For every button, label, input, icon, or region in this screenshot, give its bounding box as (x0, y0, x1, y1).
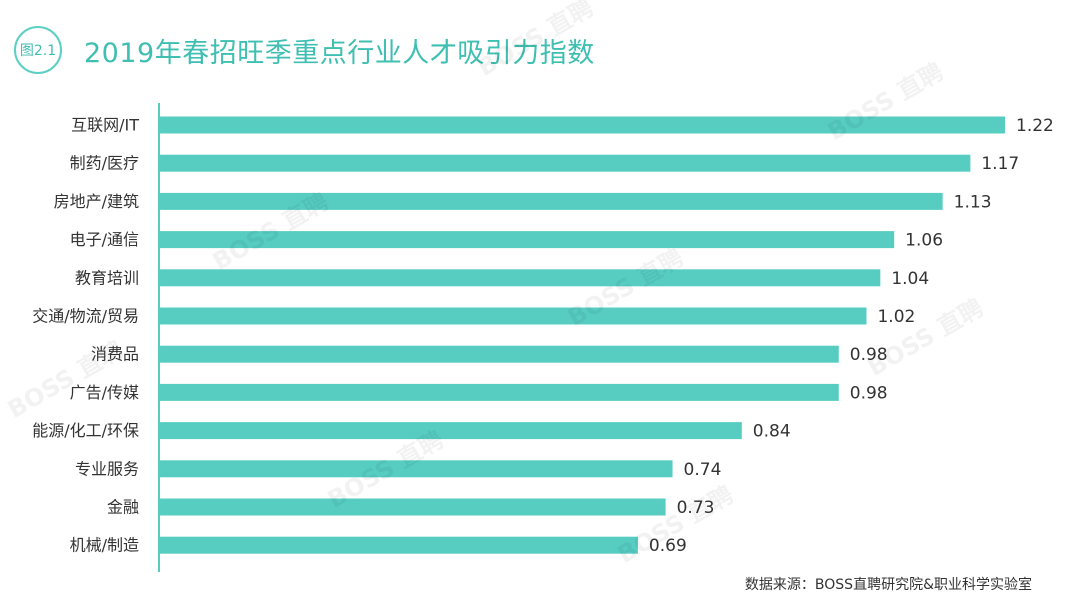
value-label: 0.69 (649, 536, 687, 556)
category-label: 互联网/IT (71, 116, 139, 135)
value-label: 0.98 (850, 383, 888, 403)
bar (160, 154, 971, 172)
bar (160, 116, 1005, 134)
category-label: 能源/化工/环保 (32, 421, 139, 440)
data-source-note: 数据来源：BOSS直聘研究院&职业科学实验室 (744, 577, 1032, 593)
value-label: 1.17 (981, 154, 1019, 174)
category-label: 房地产/建筑 (54, 192, 139, 211)
bar (160, 269, 881, 287)
bar (160, 383, 839, 401)
bar (160, 498, 666, 516)
bar (160, 460, 673, 478)
value-label: 1.22 (1016, 116, 1054, 136)
value-label: 1.06 (905, 231, 943, 251)
value-label: 0.84 (753, 422, 791, 442)
category-label: 交通/物流/贸易 (32, 307, 139, 326)
value-label: 1.02 (877, 307, 915, 327)
value-label: 1.04 (891, 269, 929, 289)
category-label: 消费品 (91, 345, 139, 364)
category-label: 广告/传媒 (70, 383, 139, 402)
value-label: 0.98 (850, 345, 888, 365)
chart-header: 图2.1 2019年春招旺季重点行业人才吸引力指数 (14, 22, 595, 78)
value-label: 1.13 (954, 192, 992, 212)
bar (160, 536, 638, 554)
bar (160, 307, 867, 325)
category-label: 金融 (107, 498, 139, 517)
category-label: 教育培训 (75, 268, 139, 287)
chart-title: 2019年春招旺季重点行业人才吸引力指数 (84, 37, 595, 69)
bar (160, 192, 943, 210)
category-label: 制药/医疗 (70, 154, 139, 173)
bar (160, 231, 895, 249)
category-label: 电子/通信 (70, 230, 139, 249)
figure-badge: 图2.1 (14, 26, 62, 74)
value-label: 0.74 (684, 460, 722, 480)
bar (160, 422, 742, 440)
category-label: 专业服务 (75, 459, 139, 478)
bar (160, 345, 839, 363)
value-label: 0.73 (677, 498, 715, 518)
category-label: 机械/制造 (70, 536, 139, 555)
